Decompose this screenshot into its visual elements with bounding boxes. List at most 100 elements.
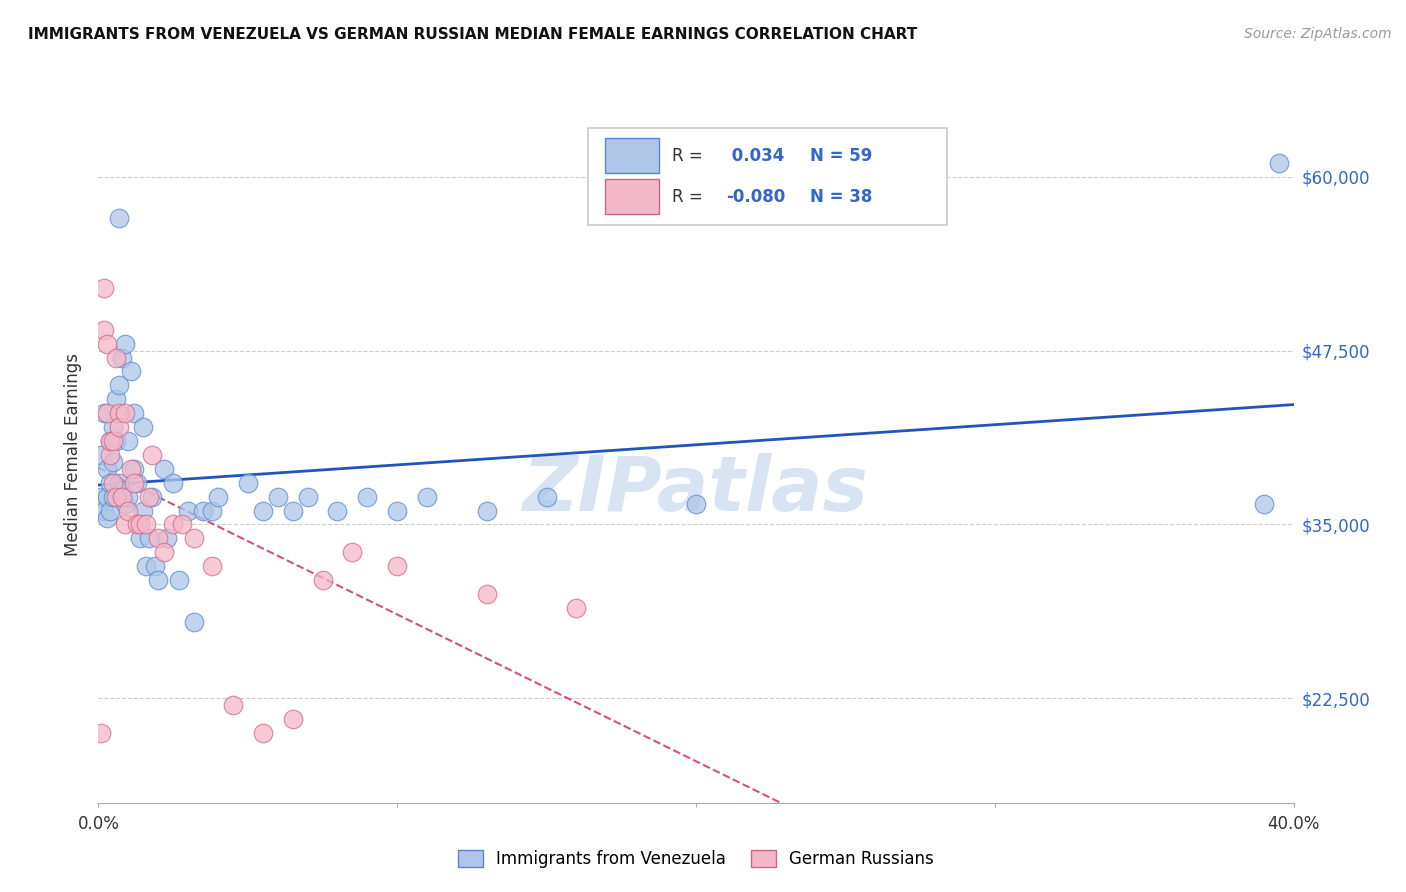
Point bbox=[536, 490, 558, 504]
Point bbox=[127, 517, 149, 532]
Point bbox=[416, 490, 439, 504]
Point bbox=[114, 406, 136, 420]
Text: N = 38: N = 38 bbox=[810, 188, 872, 206]
Point bbox=[93, 281, 115, 295]
Point bbox=[103, 420, 125, 434]
Point bbox=[177, 503, 200, 517]
Point bbox=[135, 517, 157, 532]
Point bbox=[100, 434, 122, 448]
Point bbox=[207, 490, 229, 504]
Bar bbox=[605, 138, 659, 173]
Point bbox=[475, 503, 498, 517]
Point bbox=[105, 351, 128, 365]
Point bbox=[96, 336, 118, 351]
Legend: Immigrants from Venezuela, German Russians: Immigrants from Venezuela, German Russia… bbox=[451, 843, 941, 874]
Point bbox=[96, 406, 118, 420]
Point bbox=[90, 726, 112, 740]
Point bbox=[100, 434, 122, 448]
Point bbox=[267, 490, 290, 504]
Point bbox=[124, 462, 146, 476]
Point bbox=[117, 503, 139, 517]
Text: -0.080: -0.080 bbox=[725, 188, 785, 206]
Point bbox=[201, 503, 224, 517]
Point bbox=[93, 503, 115, 517]
Point bbox=[172, 517, 194, 532]
Point bbox=[138, 490, 160, 504]
Point bbox=[124, 406, 146, 420]
Point bbox=[111, 351, 134, 365]
Point bbox=[143, 559, 166, 574]
Point bbox=[117, 490, 139, 504]
Point bbox=[222, 698, 245, 713]
Point bbox=[252, 726, 274, 740]
Text: ZIPatlas: ZIPatlas bbox=[523, 453, 869, 526]
Point bbox=[183, 532, 205, 546]
Point bbox=[281, 503, 304, 517]
Point bbox=[103, 490, 125, 504]
Point bbox=[96, 510, 118, 524]
Point bbox=[356, 490, 378, 504]
Point bbox=[236, 475, 259, 490]
Point bbox=[114, 517, 136, 532]
Point bbox=[103, 434, 125, 448]
Text: IMMIGRANTS FROM VENEZUELA VS GERMAN RUSSIAN MEDIAN FEMALE EARNINGS CORRELATION C: IMMIGRANTS FROM VENEZUELA VS GERMAN RUSS… bbox=[28, 27, 917, 42]
Text: 0.034: 0.034 bbox=[725, 147, 785, 165]
Point bbox=[93, 323, 115, 337]
Point bbox=[153, 545, 176, 559]
Point bbox=[342, 545, 364, 559]
Point bbox=[385, 503, 409, 517]
Point bbox=[100, 503, 122, 517]
Point bbox=[297, 490, 319, 504]
Point bbox=[105, 434, 128, 448]
Point bbox=[141, 490, 163, 504]
Point bbox=[100, 475, 122, 490]
Point bbox=[1267, 155, 1289, 169]
Point bbox=[135, 559, 157, 574]
Point bbox=[475, 587, 498, 601]
Point bbox=[90, 490, 112, 504]
Point bbox=[108, 378, 131, 392]
Y-axis label: Median Female Earnings: Median Female Earnings bbox=[65, 353, 83, 557]
Point bbox=[565, 601, 588, 615]
Point bbox=[100, 448, 122, 462]
Point bbox=[385, 559, 409, 574]
Point bbox=[103, 475, 125, 490]
Point bbox=[127, 475, 149, 490]
Text: R =: R = bbox=[672, 188, 709, 206]
Point bbox=[96, 490, 118, 504]
Point bbox=[120, 462, 142, 476]
Point bbox=[114, 336, 136, 351]
Point bbox=[162, 517, 184, 532]
Point bbox=[105, 392, 128, 407]
Point bbox=[281, 712, 304, 726]
Text: R =: R = bbox=[672, 147, 709, 165]
Point bbox=[108, 211, 131, 226]
Point bbox=[105, 490, 128, 504]
Point bbox=[141, 448, 163, 462]
Point bbox=[124, 475, 146, 490]
Point bbox=[132, 420, 155, 434]
Point bbox=[191, 503, 214, 517]
Point bbox=[183, 615, 205, 629]
Point bbox=[148, 573, 170, 587]
Point bbox=[111, 483, 134, 497]
Point bbox=[129, 532, 152, 546]
Point bbox=[114, 497, 136, 511]
Point bbox=[326, 503, 349, 517]
Point bbox=[108, 420, 131, 434]
Point bbox=[167, 573, 190, 587]
Point bbox=[132, 503, 155, 517]
Point bbox=[156, 532, 179, 546]
Point bbox=[153, 462, 176, 476]
Point bbox=[685, 497, 707, 511]
FancyBboxPatch shape bbox=[588, 128, 948, 226]
Point bbox=[93, 406, 115, 420]
Point bbox=[111, 490, 134, 504]
Point bbox=[201, 559, 224, 574]
Point bbox=[120, 364, 142, 378]
Point bbox=[148, 532, 170, 546]
Point bbox=[138, 532, 160, 546]
Bar bbox=[605, 179, 659, 214]
Point bbox=[103, 455, 125, 469]
Point bbox=[129, 517, 152, 532]
